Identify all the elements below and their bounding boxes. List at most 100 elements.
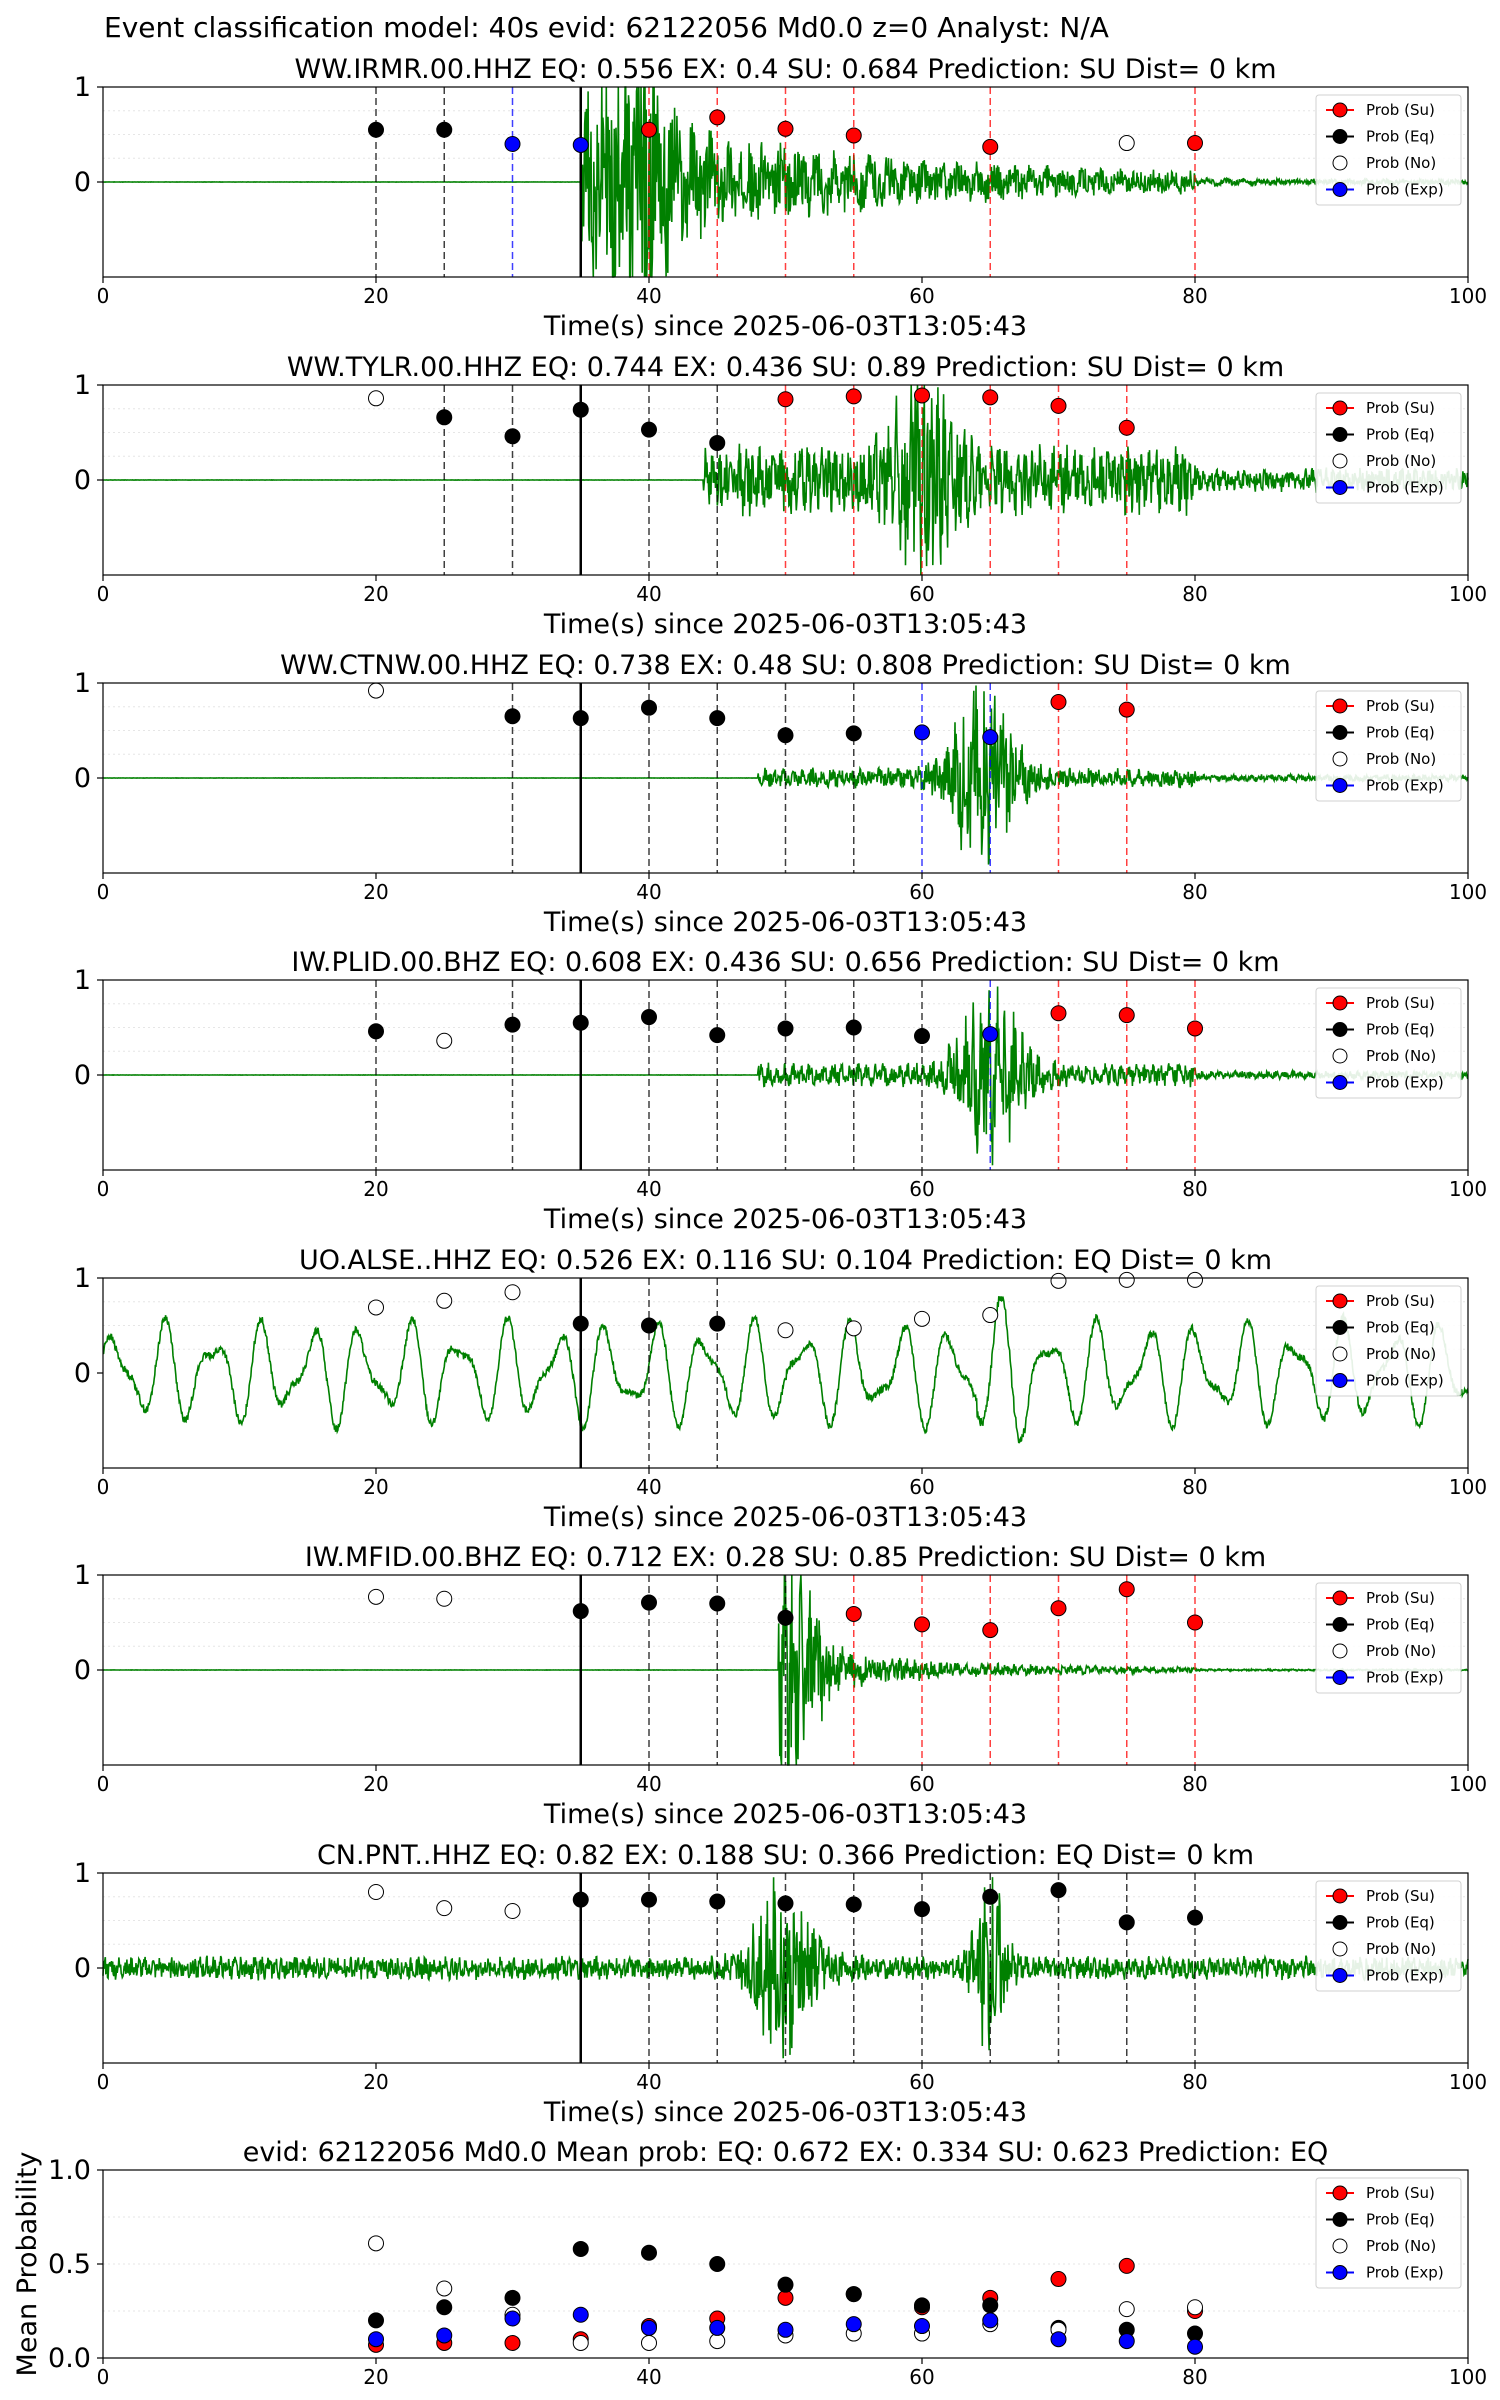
panel-title: IW.PLID.00.BHZ EQ: 0.608 EX: 0.436 SU: 0… [291, 947, 1279, 978]
point-no [777, 1322, 794, 1339]
legend-box-4 [1315, 987, 1462, 1099]
legend-marker-eq [1332, 2212, 1348, 2227]
point-su [845, 1605, 862, 1622]
point-eq [368, 121, 384, 138]
legend-label-su: Prob (Su) [1366, 1887, 1435, 1905]
mean-point-exp [1118, 2333, 1135, 2350]
xtick-label: 40 [636, 1772, 661, 1796]
ytick-label: 0 [74, 1953, 91, 1984]
legend-marker-no [1332, 1346, 1348, 1362]
mean-point-eq [641, 2244, 657, 2261]
point-eq [641, 1891, 657, 1908]
legend-label-eq: Prob (Eq) [1366, 128, 1435, 146]
xtick-label: 80 [1182, 1177, 1207, 1201]
xtick-label: 40 [636, 284, 661, 308]
point-su [1050, 1005, 1067, 1022]
figure-suptitle: Event classification model: 40s evid: 62… [104, 11, 1109, 44]
ytick-label: 1 [74, 1263, 91, 1294]
point-eq [845, 1896, 862, 1913]
point-eq [368, 1023, 384, 1040]
xtick-label: 80 [1182, 582, 1207, 606]
xtick-label: 100 [1449, 1475, 1487, 1499]
point-eq [709, 710, 726, 727]
legend-label-su: Prob (Su) [1366, 697, 1435, 715]
xtick-label: 80 [1182, 2070, 1207, 2094]
point-no [845, 1320, 862, 1337]
point-su [982, 138, 999, 155]
legend-label-eq: Prob (Eq) [1366, 1616, 1435, 1634]
point-eq [572, 401, 589, 418]
x-axis-label: Time(s) since 2025-06-03T13:05:43 [543, 907, 1027, 938]
legend-marker-no [1332, 1643, 1348, 1659]
point-eq [709, 1315, 726, 1332]
point-su [709, 109, 726, 126]
mean-point-exp [914, 2318, 930, 2335]
xtick-label: 100 [1449, 284, 1487, 308]
ytick-label: 1 [74, 668, 91, 699]
point-eq [641, 1317, 657, 1334]
legend-label-eq: Prob (Eq) [1366, 724, 1435, 742]
legend-label-no: Prob (No) [1366, 1047, 1436, 1065]
legend-label-exp: Prob (Exp) [1366, 1074, 1444, 1092]
point-eq [641, 1594, 657, 1611]
point-eq [641, 699, 657, 716]
point-eq [1050, 1882, 1067, 1899]
point-eq [914, 1028, 930, 1045]
xtick-label: 100 [1449, 582, 1487, 606]
xtick-label: 0 [97, 284, 110, 308]
point-no [436, 1900, 453, 1917]
xtick-label: 60 [909, 2070, 934, 2094]
point-eq [709, 1027, 726, 1044]
point-exp [982, 729, 999, 746]
mean-point-no [572, 2334, 589, 2351]
point-no [1187, 1271, 1203, 1288]
mean-point-no [641, 2334, 657, 2351]
ytick-label: 0 [74, 167, 91, 198]
point-su [1118, 1581, 1135, 1598]
point-eq [572, 1891, 589, 1908]
legend-marker-su [1332, 698, 1348, 714]
mean-point-no [368, 2235, 384, 2252]
xtick-label: 20 [363, 284, 388, 308]
point-su [845, 127, 862, 144]
point-su [1187, 135, 1203, 152]
mean-point-eq [845, 2286, 862, 2303]
legend-marker-exp [1332, 1968, 1348, 1983]
mean-point-exp [982, 2312, 999, 2329]
point-eq [914, 1901, 930, 1918]
legend-label-eq: Prob (Eq) [1366, 2211, 1435, 2229]
legend-label-no: Prob (No) [1366, 154, 1436, 172]
point-su [845, 388, 862, 405]
point-su [1050, 694, 1067, 710]
legend-label-exp: Prob (Exp) [1366, 777, 1444, 795]
panel-title: WW.CTNW.00.HHZ EQ: 0.738 EX: 0.48 SU: 0.… [280, 650, 1291, 681]
legend-marker-no [1332, 751, 1348, 767]
summary-panel: evid: 62122056 Md0.0 Mean prob: EQ: 0.67… [12, 2137, 1487, 2389]
mean-point-exp [777, 2321, 794, 2338]
ytick-label: 0 [74, 1655, 91, 1686]
point-exp [982, 1026, 999, 1043]
legend-label-exp: Prob (Exp) [1366, 1372, 1444, 1390]
legend-marker-no [1332, 1941, 1348, 1957]
point-exp [572, 136, 589, 153]
point-eq [572, 1603, 589, 1620]
point-eq [436, 121, 453, 138]
xtick-label: 60 [909, 880, 934, 904]
legend-label-no: Prob (No) [1366, 750, 1436, 768]
station-panel-6: IW.MFID.00.BHZ EQ: 0.712 EX: 0.28 SU: 0.… [74, 1542, 1487, 1830]
point-no [368, 1884, 384, 1900]
legend-label-exp: Prob (Exp) [1366, 181, 1444, 199]
mean-point-no [1187, 2299, 1203, 2316]
xtick-label: 0 [97, 880, 110, 904]
xtick-label: 80 [1182, 284, 1207, 308]
ytick-label: 1.0 [48, 2155, 91, 2186]
legend-label-exp: Prob (Exp) [1366, 1669, 1444, 1687]
ytick-label: 0 [74, 465, 91, 496]
summary-title: evid: 62122056 Md0.0 Mean prob: EQ: 0.67… [243, 2137, 1329, 2168]
point-eq [572, 710, 589, 727]
point-su [914, 1616, 930, 1633]
mean-point-exp [368, 2331, 384, 2348]
mean-point-eq [504, 2289, 521, 2306]
legend-box-5 [1315, 1285, 1462, 1397]
point-eq [436, 409, 453, 426]
